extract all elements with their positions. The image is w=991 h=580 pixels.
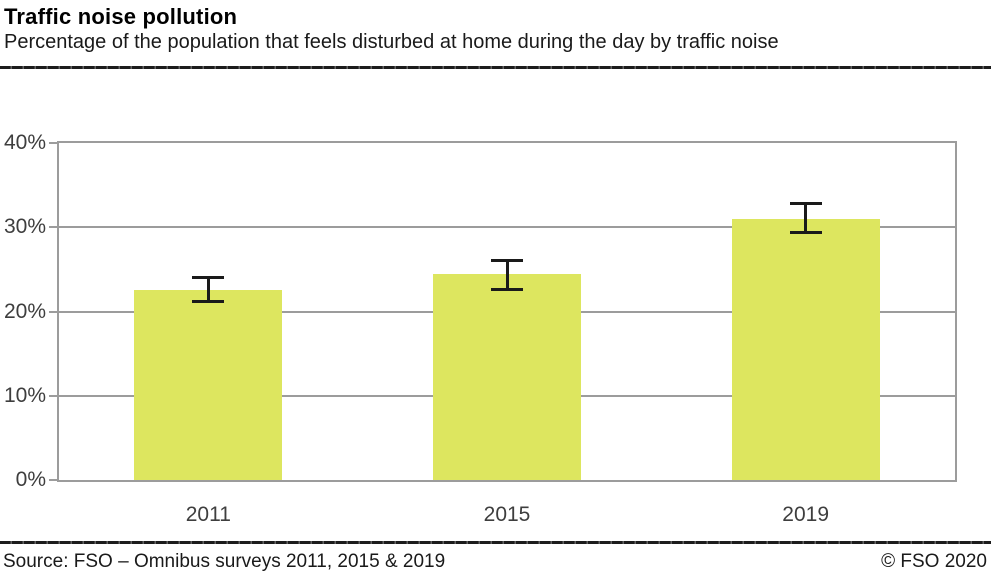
footer-divider	[0, 541, 991, 544]
y-tick-label-20: 20%	[3, 299, 46, 323]
bar-2019	[731, 218, 880, 480]
x-tick-label-2015: 2015	[483, 503, 531, 526]
x-tick-label-2011: 2011	[185, 503, 231, 526]
y-tick-mark-0	[49, 479, 57, 481]
error-bar-cap-bottom-2015	[491, 288, 523, 292]
y-tick-label-40: 40%	[3, 131, 46, 154]
error-bar-stem-2015	[505, 260, 509, 290]
page-subtitle: Percentage of the population that feels …	[4, 31, 779, 53]
y-tick-mark-20	[49, 310, 57, 313]
x-axis: 2011 2015 2019	[59, 497, 955, 527]
error-bar-cap-top-2011	[192, 276, 225, 280]
page-title: Traffic noise pollution	[4, 4, 238, 29]
bar-2011	[134, 290, 283, 480]
y-axis: 40% 30% 20% 10% 0%	[0, 131, 57, 491]
y-tick-mark-40	[49, 142, 57, 144]
error-bar-cap-bottom-2019	[789, 230, 822, 234]
source-note: Source: FSO – Omnibus surveys 2011, 2015…	[3, 551, 446, 572]
y-tick-label-30: 30%	[3, 215, 46, 239]
error-bar-cap-top-2019	[789, 202, 822, 206]
plot-area	[57, 141, 957, 482]
header-divider	[0, 66, 991, 69]
x-tick-label-2019: 2019	[782, 503, 830, 526]
y-tick-mark-10	[49, 394, 57, 397]
error-bar-cap-top-2015	[491, 258, 523, 262]
gridline-30	[59, 226, 955, 229]
y-tick-label-10: 10%	[3, 383, 46, 407]
error-bar-stem-2011	[206, 277, 210, 302]
y-tick-label-0: 0%	[15, 468, 46, 491]
y-tick-mark-30	[49, 226, 57, 229]
bar-2015	[433, 274, 581, 480]
copyright-note: © FSO 2020	[881, 551, 987, 572]
error-bar-stem-2019	[804, 203, 808, 233]
error-bar-cap-bottom-2011	[192, 299, 225, 303]
